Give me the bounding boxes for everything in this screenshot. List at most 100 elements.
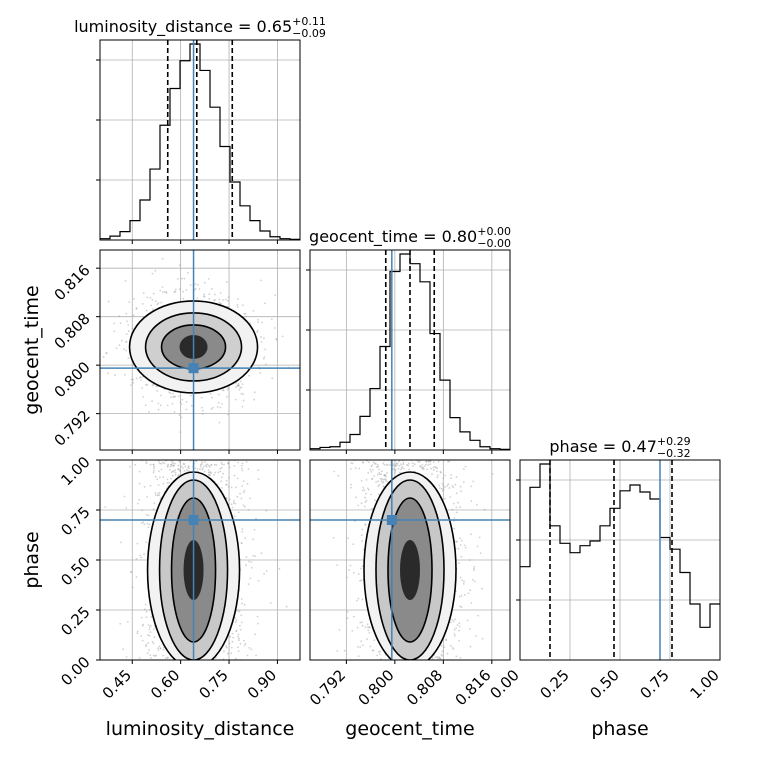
sample-point bbox=[240, 392, 243, 395]
sample-point bbox=[213, 299, 216, 302]
sample-point bbox=[463, 580, 465, 583]
sample-point bbox=[241, 528, 244, 530]
sample-point bbox=[451, 619, 454, 621]
sample-point bbox=[373, 639, 376, 641]
sample-point bbox=[151, 272, 154, 275]
sample-point bbox=[375, 466, 378, 469]
sample-point bbox=[153, 502, 156, 505]
sample-point bbox=[162, 482, 165, 485]
sample-point bbox=[438, 656, 441, 659]
sample-point bbox=[241, 485, 244, 487]
sample-point bbox=[254, 633, 256, 636]
sample-point bbox=[242, 399, 245, 402]
sample-point bbox=[240, 542, 243, 544]
sample-point bbox=[362, 486, 365, 489]
sample-point bbox=[237, 298, 240, 300]
sample-point bbox=[176, 278, 179, 280]
sample-point bbox=[187, 271, 189, 274]
sample-point bbox=[256, 329, 259, 332]
sample-point bbox=[184, 465, 187, 468]
sample-point bbox=[148, 628, 151, 631]
sample-point bbox=[464, 465, 467, 468]
y-tick-label: 1.00 bbox=[57, 453, 93, 489]
sample-point bbox=[203, 295, 206, 298]
sample-point bbox=[375, 481, 377, 483]
sample-point bbox=[237, 384, 240, 387]
sample-point bbox=[148, 649, 150, 651]
sample-point bbox=[450, 474, 453, 476]
sample-point bbox=[384, 474, 386, 477]
sample-point bbox=[260, 341, 263, 343]
sample-point bbox=[145, 309, 148, 312]
sample-point bbox=[234, 398, 237, 401]
sample-point bbox=[375, 463, 377, 465]
sample-point bbox=[125, 312, 128, 315]
sample-point bbox=[241, 469, 244, 472]
sample-point bbox=[271, 377, 274, 380]
sample-point bbox=[180, 416, 183, 419]
sample-point bbox=[168, 391, 171, 394]
sample-point bbox=[458, 622, 461, 625]
sample-point bbox=[125, 507, 128, 509]
panel-frame bbox=[519, 459, 721, 661]
sample-point bbox=[142, 623, 145, 626]
sample-point bbox=[179, 401, 182, 403]
sample-point bbox=[148, 523, 151, 526]
sample-point bbox=[227, 386, 230, 389]
sample-point bbox=[382, 485, 385, 488]
sample-point bbox=[235, 386, 237, 388]
sample-point bbox=[473, 569, 475, 572]
sample-point bbox=[207, 278, 210, 280]
sample-point bbox=[152, 463, 155, 466]
sample-point bbox=[199, 465, 202, 468]
sample-point bbox=[136, 632, 139, 635]
sample-point bbox=[236, 477, 239, 480]
sample-point bbox=[225, 483, 227, 486]
sample-point bbox=[257, 469, 259, 472]
sample-point bbox=[451, 485, 454, 487]
sample-point bbox=[363, 489, 366, 492]
sample-point bbox=[379, 478, 382, 480]
sample-point bbox=[264, 363, 267, 366]
sample-point bbox=[226, 483, 228, 486]
sample-point bbox=[152, 654, 155, 657]
sample-point bbox=[166, 656, 169, 659]
sample-point bbox=[145, 462, 148, 465]
sample-point bbox=[125, 341, 127, 343]
sample-point bbox=[206, 463, 209, 466]
sample-point bbox=[448, 460, 451, 463]
title-upper: +0.00 bbox=[477, 225, 511, 238]
title-main: luminosity_distance = 0.65 bbox=[74, 17, 292, 37]
sample-point bbox=[459, 605, 462, 608]
sample-point bbox=[215, 464, 218, 466]
sample-point bbox=[203, 295, 206, 298]
sample-point bbox=[156, 303, 159, 306]
sample-point bbox=[269, 602, 272, 604]
sample-point bbox=[211, 406, 214, 409]
sample-point bbox=[412, 465, 414, 467]
sample-point bbox=[466, 619, 469, 622]
sample-point bbox=[179, 470, 182, 473]
sample-point bbox=[220, 480, 223, 483]
sample-point bbox=[242, 480, 245, 482]
sample-point bbox=[154, 475, 157, 478]
sample-point bbox=[135, 307, 138, 310]
sample-point bbox=[149, 654, 152, 657]
sample-point bbox=[166, 478, 169, 481]
sample-point bbox=[432, 466, 435, 469]
sample-point bbox=[140, 616, 143, 619]
sample-point bbox=[115, 347, 118, 349]
sample-point bbox=[346, 576, 348, 579]
sample-point bbox=[145, 616, 148, 619]
sample-point bbox=[444, 474, 446, 477]
sample-point bbox=[427, 464, 430, 466]
sample-point bbox=[249, 497, 252, 500]
sample-point bbox=[139, 554, 142, 557]
sample-point bbox=[165, 291, 168, 293]
sample-point bbox=[281, 335, 284, 338]
sample-point bbox=[178, 469, 181, 472]
sample-point bbox=[366, 623, 369, 626]
sample-point bbox=[376, 464, 379, 466]
sample-point bbox=[172, 392, 174, 395]
sample-point bbox=[238, 637, 240, 640]
